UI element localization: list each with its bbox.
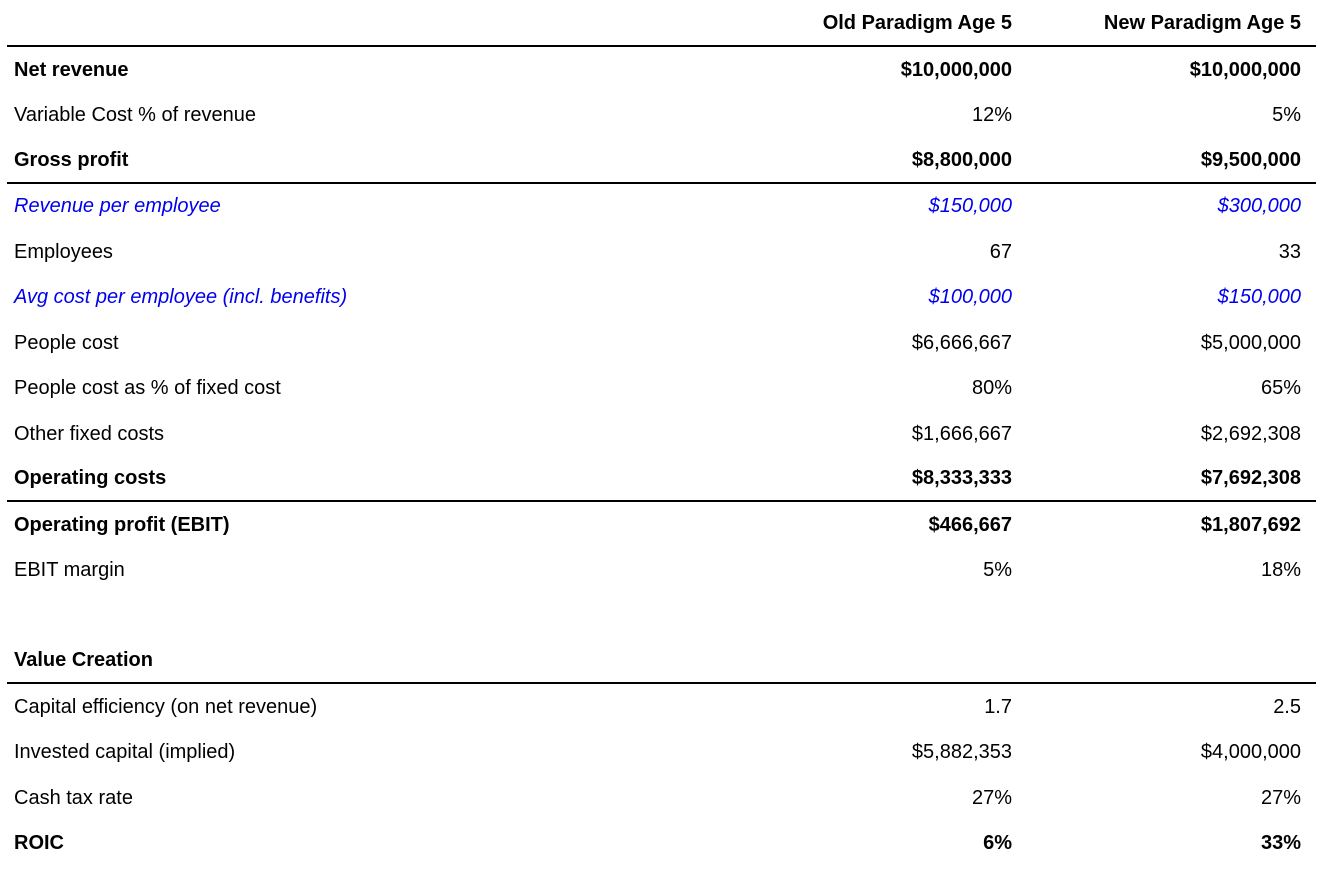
value-new-paradigm: 33% [1260,832,1301,855]
row-variable-cost-pct: Variable Cost % of revenue 12% 5% [7,93,1316,139]
value-new-paradigm: $9,500,000 [1200,148,1301,171]
row-people-cost-pct-of-fixed: People cost as % of fixed cost 80% 65% [7,366,1316,412]
blank-row [7,593,1316,639]
value-new-paradigm: 18% [1260,559,1301,582]
row-label: Gross profit [14,148,129,171]
row-label: Other fixed costs [14,422,165,445]
value-old-paradigm: $5,882,353 [911,741,1012,764]
row-operating-costs: Operating costs $8,333,333 $7,692,308 [7,457,1316,502]
row-capital-efficiency: Capital efficiency (on net revenue) 1.7 … [7,684,1316,730]
value-new-paradigm: 2.5 [1273,695,1301,718]
value-new-paradigm: $7,692,308 [1200,467,1301,490]
value-old-paradigm: $8,333,333 [911,467,1012,490]
financial-comparison-table: Old Paradigm Age 5 New Paradigm Age 5 Ne… [7,0,1316,866]
value-new-paradigm: $2,692,308 [1200,422,1301,445]
row-label: Cash tax rate [14,786,133,809]
row-label: Revenue per employee [14,195,221,218]
value-new-paradigm: 5% [1272,104,1301,127]
row-employees: Employees 67 33 [7,229,1316,275]
value-old-paradigm: $1,666,667 [911,422,1012,445]
row-cash-tax-rate: Cash tax rate 27% 27% [7,775,1316,821]
value-new-paradigm: 65% [1260,377,1301,400]
row-operating-profit-ebit: Operating profit (EBIT) $466,667 $1,807,… [7,502,1316,548]
value-old-paradigm: 6% [983,832,1012,855]
value-new-paradigm: $300,000 [1217,195,1301,218]
row-label: Operating costs [14,467,167,490]
row-label: Invested capital (implied) [14,741,236,764]
value-new-paradigm: $5,000,000 [1200,331,1301,354]
value-old-paradigm: 12% [971,104,1012,127]
row-gross-profit: Gross profit $8,800,000 $9,500,000 [7,138,1316,184]
table-header-row: Old Paradigm Age 5 New Paradigm Age 5 [7,0,1316,47]
value-old-paradigm: $8,800,000 [911,148,1012,171]
row-ebit-margin: EBIT margin 5% 18% [7,548,1316,594]
row-label: Operating profit (EBIT) [14,513,230,536]
value-old-paradigm: 80% [971,377,1012,400]
value-old-paradigm: $6,666,667 [911,331,1012,354]
value-new-paradigm: $1,807,692 [1200,513,1301,536]
value-new-paradigm: 33 [1278,240,1301,263]
row-roic: ROIC 6% 33% [7,821,1316,867]
row-avg-cost-per-employee: Avg cost per employee (incl. benefits) $… [7,275,1316,321]
row-label: ROIC [14,832,64,855]
value-old-paradigm: $466,667 [928,513,1012,536]
section-title: Value Creation [14,649,153,672]
value-old-paradigm: $100,000 [928,286,1012,309]
value-old-paradigm: 5% [983,559,1012,582]
section-header-value-creation: Value Creation [7,639,1316,684]
value-new-paradigm: $150,000 [1217,286,1301,309]
row-invested-capital: Invested capital (implied) $5,882,353 $4… [7,730,1316,776]
value-old-paradigm: 67 [989,240,1012,263]
row-label: Capital efficiency (on net revenue) [14,695,318,718]
row-label: Variable Cost % of revenue [14,104,256,127]
row-revenue-per-employee: Revenue per employee $150,000 $300,000 [7,184,1316,230]
value-old-paradigm: $150,000 [928,195,1012,218]
value-old-paradigm: 27% [971,786,1012,809]
value-new-paradigm: $4,000,000 [1200,741,1301,764]
value-new-paradigm: 27% [1260,786,1301,809]
row-label: Employees [14,240,113,263]
row-label: Avg cost per employee (incl. benefits) [14,286,348,309]
row-label: Net revenue [14,58,129,81]
row-net-revenue: Net revenue $10,000,000 $10,000,000 [7,47,1316,93]
row-other-fixed-costs: Other fixed costs $1,666,667 $2,692,308 [7,411,1316,457]
value-old-paradigm: $10,000,000 [900,58,1012,81]
row-label: People cost [14,331,119,354]
column-header-old-paradigm: Old Paradigm Age 5 [822,11,1012,34]
column-header-new-paradigm: New Paradigm Age 5 [1103,11,1301,34]
row-label: People cost as % of fixed cost [14,377,281,400]
row-people-cost: People cost $6,666,667 $5,000,000 [7,320,1316,366]
value-old-paradigm: 1.7 [984,695,1012,718]
value-new-paradigm: $10,000,000 [1189,58,1301,81]
row-label: EBIT margin [14,559,125,582]
